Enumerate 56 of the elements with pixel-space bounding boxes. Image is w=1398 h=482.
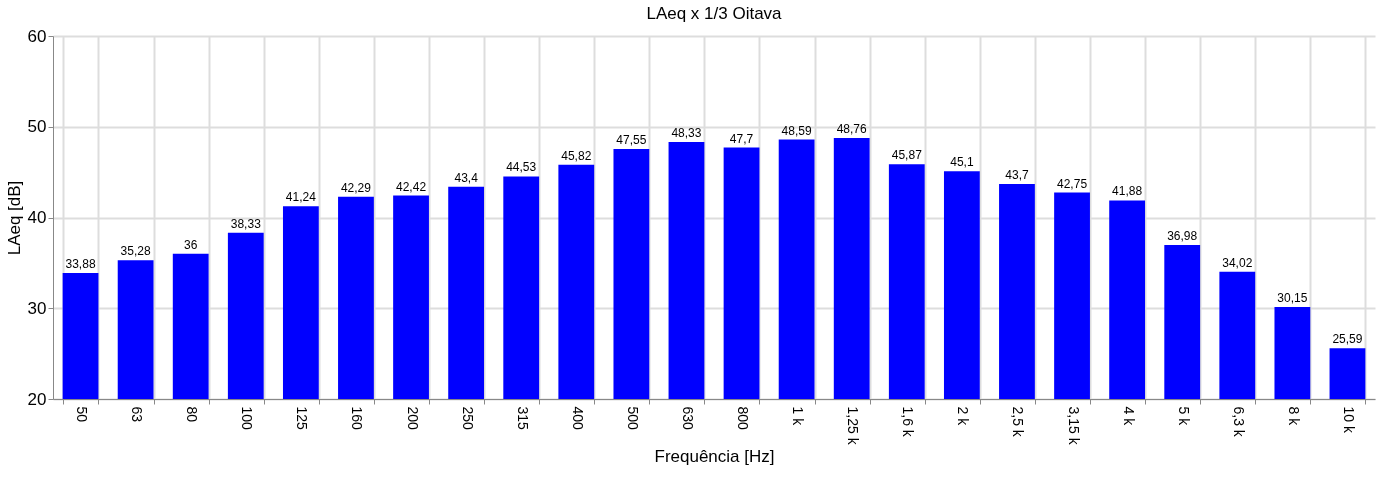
y-tick-label: 40 (27, 208, 47, 227)
data-label: 41,88 (1112, 184, 1143, 199)
data-label: 43,7 (1005, 167, 1029, 182)
data-label: 43,4 (454, 170, 479, 185)
data-label: 47,55 (616, 132, 647, 147)
x-tick-label: 1,25 k (845, 406, 862, 446)
x-tick-label: 5 k (1175, 406, 1192, 427)
data-label: 36 (184, 237, 198, 252)
data-label: 38,33 (230, 216, 262, 231)
data-label: 42,42 (396, 179, 427, 194)
x-tick-label: 315 (514, 406, 531, 431)
data-label: 45,1 (950, 155, 974, 170)
x-axis-title: Frequência [Hz] (654, 446, 775, 466)
y-tick-label: 50 (27, 117, 47, 137)
x-tick-label: 50 (74, 406, 91, 423)
x-tick-label: 250 (459, 406, 476, 431)
x-tick-label: 10 k (1340, 406, 1357, 434)
x-tick-label: 63 (129, 406, 146, 423)
x-tick-label: 630 (679, 406, 696, 431)
x-tick-label: 200 (404, 406, 421, 431)
x-tick-label: 500 (624, 406, 641, 431)
data-label: 34,02 (1222, 255, 1253, 270)
y-axis-title: LAeq [dB] (4, 180, 24, 256)
chart-title: LAeq x 1/3 Oitava (646, 4, 783, 23)
data-label: 44,53 (506, 160, 537, 175)
y-tick-label: 20 (27, 389, 47, 409)
x-tick-label: 400 (569, 406, 586, 431)
x-tick-label: 2 k (955, 406, 972, 427)
y-tick-label: 30 (27, 298, 47, 318)
x-tick-label: 3,15 k (1065, 406, 1082, 446)
data-label: 42,75 (1057, 176, 1088, 191)
x-tick-label: 100 (239, 406, 256, 431)
x-tick-label: 8 k (1285, 406, 1302, 427)
data-label: 45,82 (561, 148, 592, 163)
data-label: 41,24 (285, 190, 317, 205)
x-tick-label: 800 (735, 406, 752, 431)
data-label: 35,28 (120, 244, 151, 259)
data-label: 45,87 (891, 148, 923, 163)
x-tick-label: 6,3 k (1230, 406, 1247, 438)
data-label: 42,29 (340, 180, 372, 195)
data-label: 30,15 (1277, 290, 1308, 305)
data-label: 48,59 (781, 123, 812, 138)
data-label: 48,76 (836, 122, 868, 136)
x-tick-label: 125 (294, 406, 311, 431)
x-tick-label: 80 (184, 406, 201, 423)
x-tick-label: 160 (349, 406, 366, 431)
data-label: 47,7 (729, 131, 754, 146)
x-tick-label: 1,6 k (900, 406, 917, 438)
x-tick-label: 2,5 k (1010, 406, 1027, 438)
data-label: 25,59 (1332, 332, 1363, 347)
x-tick-label: 1 k (790, 406, 807, 427)
y-tick-label: 60 (27, 26, 47, 46)
data-label: 33,88 (65, 257, 96, 272)
data-label: 48,33 (671, 125, 702, 140)
x-tick-label: 4 k (1120, 406, 1137, 427)
data-label: 36,98 (1167, 228, 1198, 243)
